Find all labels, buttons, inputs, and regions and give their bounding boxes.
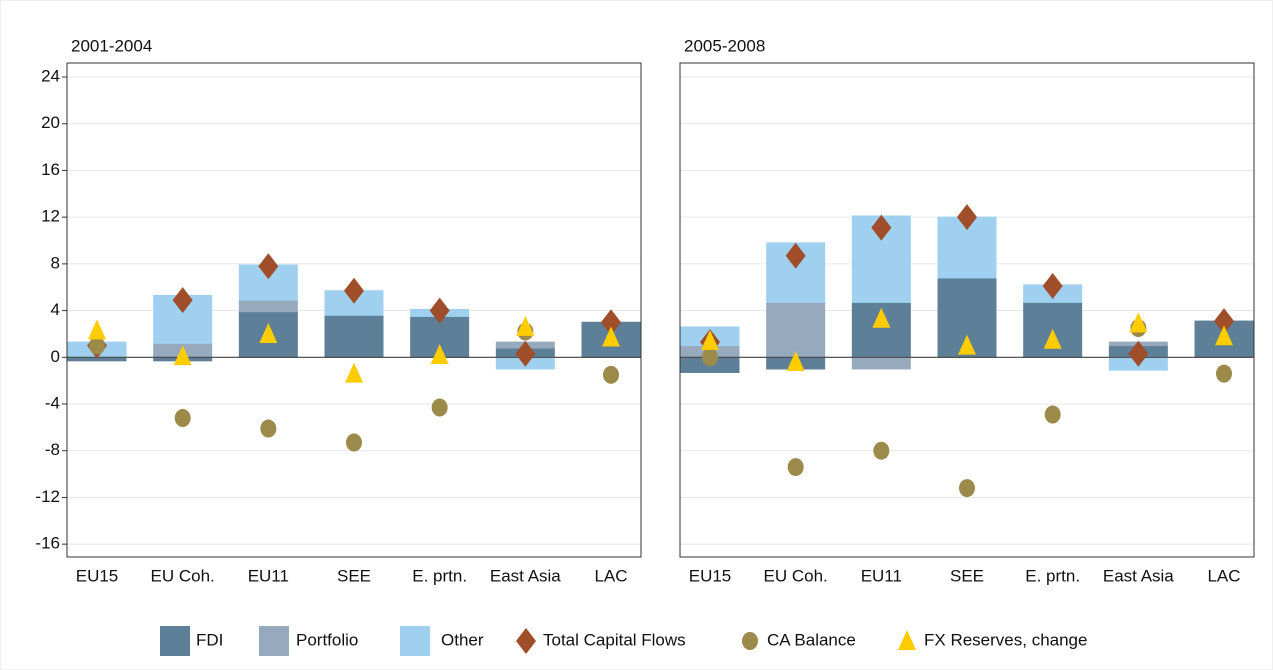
y-tick-label: 8 — [51, 253, 60, 272]
y-tick-label: -16 — [35, 534, 60, 553]
marker-diamond — [344, 277, 364, 304]
marker-diamond — [429, 297, 450, 324]
marker-triangle — [602, 326, 620, 347]
marker-triangle — [88, 319, 106, 340]
marker-triangle — [345, 362, 363, 383]
marker-circle — [1216, 364, 1232, 383]
legend-swatch — [742, 632, 758, 650]
legend-swatch — [898, 630, 916, 650]
marker-triangle — [173, 345, 192, 366]
marker-diamond — [1214, 308, 1234, 335]
x-tick-label: E. prtn. — [412, 566, 467, 585]
marker-circle — [787, 458, 804, 477]
x-tick-label: East Asia — [1103, 566, 1174, 585]
marker-triangle — [786, 350, 805, 371]
marker-triangle — [1215, 325, 1233, 346]
x-tick-label: E. prtn. — [1025, 566, 1080, 585]
x-tick-label: EU Coh. — [151, 566, 215, 585]
y-tick-label: 24 — [41, 66, 60, 85]
marker-circle — [89, 336, 105, 355]
marker-triangle — [430, 343, 449, 364]
marker-circle — [260, 419, 277, 438]
marker-triangle — [516, 315, 535, 336]
marker-triangle — [701, 329, 719, 350]
legend-label: FDI — [196, 630, 223, 649]
marker-diamond — [601, 309, 621, 336]
panel-title: 2005-2008 — [684, 36, 765, 55]
legend-label: CA Balance — [767, 630, 856, 649]
y-tick-label: 20 — [41, 113, 60, 132]
marker-triangle — [872, 307, 891, 328]
marker-diamond — [1128, 340, 1149, 367]
marker-triangle — [1043, 328, 1062, 349]
marker-diamond — [1042, 273, 1063, 300]
legend-label: Total Capital Flows — [543, 630, 686, 649]
bar — [851, 356, 911, 370]
marker-diamond — [785, 242, 806, 269]
marker-circle — [603, 365, 619, 384]
y-tick-label: -8 — [45, 440, 60, 459]
panel-title: 2001-2004 — [71, 36, 152, 55]
x-tick-label: EU11 — [861, 566, 902, 585]
legend-swatch — [259, 626, 289, 656]
x-tick-label: SEE — [950, 566, 984, 585]
plot-border — [66, 62, 642, 558]
x-tick-label: EU15 — [689, 566, 732, 585]
marker-circle — [174, 409, 191, 428]
bar — [238, 299, 298, 313]
plot-border — [679, 62, 1255, 558]
marker-circle — [1044, 405, 1061, 424]
marker-diamond — [957, 204, 977, 231]
y-tick-label: 4 — [51, 300, 60, 319]
marker-circle — [873, 441, 890, 460]
marker-diamond — [258, 253, 279, 280]
marker-diamond — [172, 287, 193, 314]
y-tick-label: -4 — [45, 393, 60, 412]
marker-circle — [959, 479, 975, 498]
legend-label: Other — [441, 630, 484, 649]
y-tick-label: -12 — [35, 487, 60, 506]
marker-diamond — [871, 214, 892, 241]
y-tick-label: 0 — [51, 347, 60, 366]
legend-swatch — [516, 628, 536, 654]
bar — [766, 301, 826, 358]
marker-circle — [702, 348, 718, 367]
y-tick-label: 12 — [41, 207, 60, 226]
x-tick-label: SEE — [337, 566, 371, 585]
x-tick-label: LAC — [1207, 566, 1240, 585]
y-tick-label: 16 — [41, 160, 60, 179]
marker-diamond — [515, 340, 536, 367]
x-tick-label: EU15 — [76, 566, 119, 585]
legend-swatch — [160, 626, 190, 656]
marker-triangle — [958, 334, 976, 355]
x-tick-label: LAC — [594, 566, 627, 585]
legend-label: FX Reserves, change — [924, 630, 1087, 649]
x-tick-label: EU Coh. — [764, 566, 828, 585]
marker-triangle — [259, 322, 278, 343]
x-tick-label: EU11 — [248, 566, 289, 585]
bar — [324, 314, 384, 358]
legend-label: Portfolio — [296, 630, 358, 649]
x-tick-label: East Asia — [490, 566, 561, 585]
legend-swatch — [400, 626, 430, 656]
marker-circle — [346, 433, 362, 452]
marker-circle — [431, 398, 448, 417]
marker-triangle — [1129, 312, 1148, 333]
